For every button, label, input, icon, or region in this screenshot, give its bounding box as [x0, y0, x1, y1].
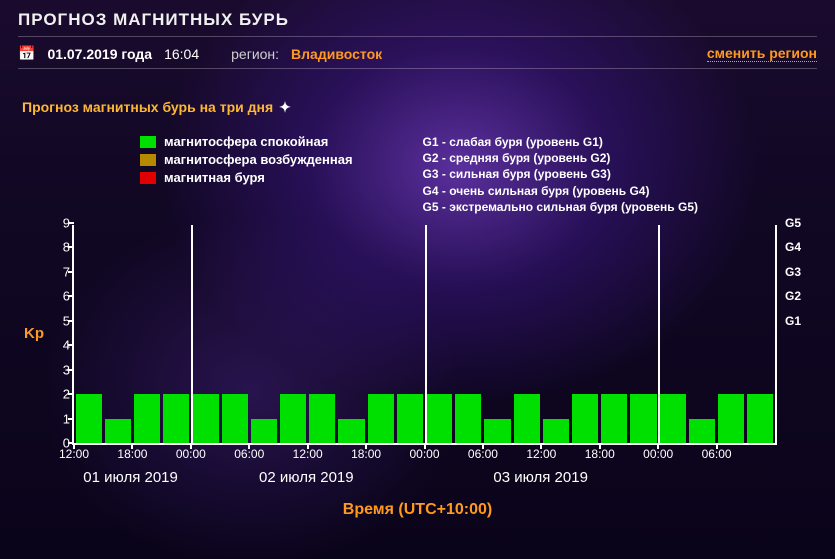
- star-icon: ✦: [279, 99, 291, 115]
- day-separator: [425, 225, 427, 445]
- kp-bar: [368, 394, 394, 443]
- kp-bar: [572, 394, 598, 443]
- kp-bar: [426, 394, 452, 443]
- y-axis-label: Kp: [24, 325, 44, 342]
- day-label: 01 июля 2019: [83, 469, 178, 486]
- x-tick: 12:00: [526, 447, 556, 461]
- g-level-tick: G1: [785, 314, 801, 328]
- day-separator: [658, 225, 660, 445]
- calendar-icon: 📅: [18, 45, 35, 62]
- change-region-link[interactable]: сменить регион: [707, 45, 817, 62]
- kp-bar: [601, 394, 627, 443]
- g-level-tick: G4: [785, 240, 801, 254]
- g-level-tick: G2: [785, 289, 801, 303]
- kp-bar: [630, 394, 656, 443]
- g-level-description: G1 - слабая буря (уровень G1): [423, 134, 698, 150]
- x-axis-title: Время (UTC+10:00): [30, 501, 805, 519]
- legend-swatch: [140, 154, 156, 166]
- g-level-tick: G5: [785, 216, 801, 230]
- x-tick: 00:00: [409, 447, 439, 461]
- x-tick: 00:00: [176, 447, 206, 461]
- kp-bar: [192, 394, 218, 443]
- legend-label: магнитосфера возбужденная: [164, 152, 353, 167]
- g-level-tick: G3: [785, 265, 801, 279]
- kp-bar: [543, 419, 569, 443]
- page-title: ПРОГНОЗ МАГНИТНЫХ БУРЬ: [18, 10, 817, 37]
- legend-item: магнитная буря: [140, 170, 353, 185]
- x-tick: 06:00: [702, 447, 732, 461]
- x-tick: 18:00: [585, 447, 615, 461]
- legend-item: магнитосфера возбужденная: [140, 152, 353, 167]
- x-tick: 06:00: [468, 447, 498, 461]
- legend: магнитосфера спокойная магнитосфера возбу…: [140, 134, 835, 215]
- day-label: 02 июля 2019: [259, 469, 354, 486]
- kp-bar: [251, 419, 277, 443]
- kp-bar: [747, 394, 773, 443]
- kp-bar: [280, 394, 306, 443]
- kp-bar: [514, 394, 540, 443]
- current-date: 01.07.2019 года: [47, 46, 152, 62]
- legend-item: магнитосфера спокойная: [140, 134, 353, 149]
- g-level-description: G4 - очень сильная буря (уровень G4): [423, 183, 698, 199]
- day-separator: [191, 225, 193, 445]
- kp-bar: [163, 394, 189, 443]
- kp-bar: [309, 394, 335, 443]
- x-tick: 12:00: [59, 447, 89, 461]
- g-level-description: G3 - сильная буря (уровень G3): [423, 166, 698, 182]
- current-time: 16:04: [164, 46, 199, 62]
- x-tick: 00:00: [643, 447, 673, 461]
- kp-bar: [455, 394, 481, 443]
- x-tick: 18:00: [351, 447, 381, 461]
- chart-area: Kp 0123456789G1G2G3G4G512:0018:0000:0006…: [30, 225, 805, 519]
- kp-bar: [338, 419, 364, 443]
- kp-bar: [484, 419, 510, 443]
- kp-bar: [105, 419, 131, 443]
- kp-bar-chart: 0123456789G1G2G3G4G512:0018:0000:0006:00…: [72, 225, 775, 445]
- x-tick: 06:00: [234, 447, 264, 461]
- kp-bar: [76, 394, 102, 443]
- legend-swatch: [140, 136, 156, 148]
- kp-bar: [689, 419, 715, 443]
- legend-swatch: [140, 172, 156, 184]
- kp-bar: [397, 394, 423, 443]
- kp-bar: [134, 394, 160, 443]
- x-tick: 12:00: [293, 447, 323, 461]
- g-level-description: G5 - экстремально сильная буря (уровень …: [423, 199, 698, 215]
- info-line: 📅 01.07.2019 года 16:04 регион: Владивос…: [18, 37, 817, 69]
- region-value: Владивосток: [291, 46, 382, 62]
- kp-bar: [222, 394, 248, 443]
- kp-bar: [660, 394, 686, 443]
- legend-label: магнитосфера спокойная: [164, 134, 328, 149]
- day-label: 03 июля 2019: [493, 469, 588, 486]
- legend-label: магнитная буря: [164, 170, 265, 185]
- region-label: регион:: [231, 46, 279, 62]
- x-tick: 18:00: [117, 447, 147, 461]
- g-level-description: G2 - средняя буря (уровень G2): [423, 150, 698, 166]
- subtitle: Прогноз магнитных бурь на три дня✦: [22, 99, 835, 116]
- kp-bar: [718, 394, 744, 443]
